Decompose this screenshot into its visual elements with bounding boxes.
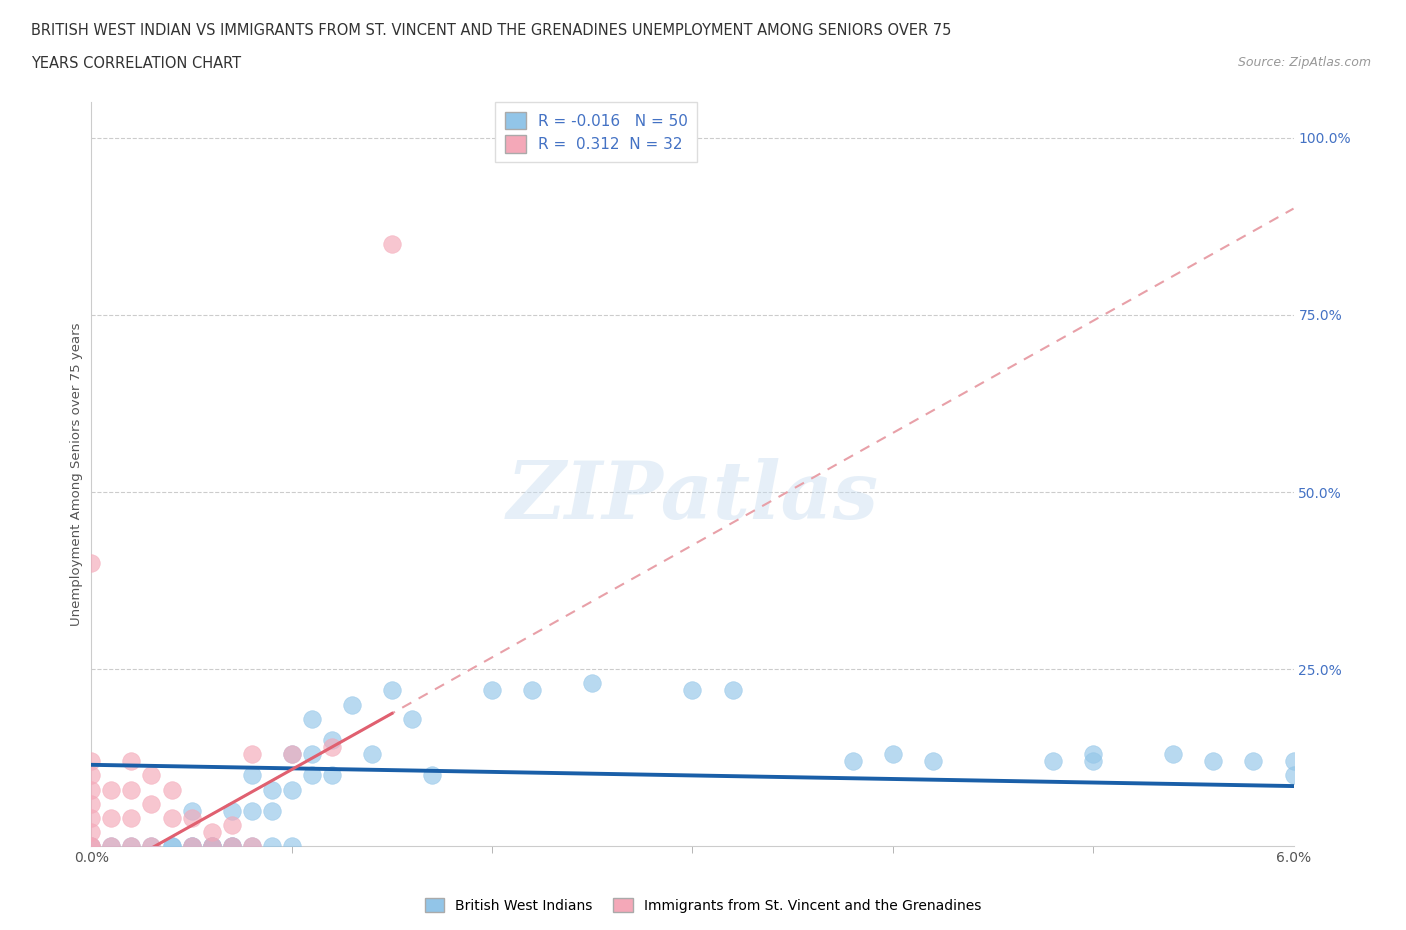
Point <box>180 811 202 826</box>
Point <box>401 711 423 726</box>
Point <box>360 747 382 762</box>
Point <box>201 825 224 840</box>
Point <box>80 555 103 570</box>
Point <box>1083 754 1105 769</box>
Point <box>240 804 263 818</box>
Point <box>201 839 224 854</box>
Point <box>160 782 183 797</box>
Point <box>80 796 103 811</box>
Point <box>221 839 243 854</box>
Point <box>121 811 143 826</box>
Point <box>1202 754 1225 769</box>
Point <box>100 811 122 826</box>
Point <box>301 747 323 762</box>
Point <box>240 839 263 854</box>
Point <box>180 839 202 854</box>
Point <box>721 683 744 698</box>
Point <box>281 782 304 797</box>
Point <box>260 782 283 797</box>
Point <box>581 676 603 691</box>
Point <box>201 839 224 854</box>
Point <box>301 768 323 783</box>
Point <box>240 768 263 783</box>
Point <box>922 754 945 769</box>
Point <box>121 782 143 797</box>
Point <box>121 839 143 854</box>
Point <box>121 839 143 854</box>
Y-axis label: Unemployment Among Seniors over 75 years: Unemployment Among Seniors over 75 years <box>70 323 83 626</box>
Point <box>420 768 443 783</box>
Point <box>321 733 343 748</box>
Point <box>80 754 103 769</box>
Point <box>180 839 202 854</box>
Point <box>221 839 243 854</box>
Point <box>381 236 404 251</box>
Point <box>221 804 243 818</box>
Point <box>1243 754 1265 769</box>
Point <box>841 754 863 769</box>
Point <box>201 839 224 854</box>
Text: YEARS CORRELATION CHART: YEARS CORRELATION CHART <box>31 56 240 71</box>
Point <box>80 811 103 826</box>
Text: ZIPatlas: ZIPatlas <box>506 458 879 536</box>
Point <box>80 782 103 797</box>
Point <box>321 768 343 783</box>
Text: BRITISH WEST INDIAN VS IMMIGRANTS FROM ST. VINCENT AND THE GRENADINES UNEMPLOYME: BRITISH WEST INDIAN VS IMMIGRANTS FROM S… <box>31 23 952 38</box>
Point <box>80 839 103 854</box>
Point <box>100 839 122 854</box>
Point <box>240 839 263 854</box>
Point <box>141 796 163 811</box>
Legend: R = -0.016   N = 50, R =  0.312  N = 32: R = -0.016 N = 50, R = 0.312 N = 32 <box>495 102 697 162</box>
Point <box>100 782 122 797</box>
Legend: British West Indians, Immigrants from St. Vincent and the Grenadines: British West Indians, Immigrants from St… <box>419 893 987 919</box>
Point <box>141 768 163 783</box>
Point <box>141 839 163 854</box>
Point <box>221 839 243 854</box>
Point <box>80 839 103 854</box>
Point <box>381 683 404 698</box>
Point <box>1083 747 1105 762</box>
Point <box>201 839 224 854</box>
Point <box>681 683 703 698</box>
Point <box>1282 754 1305 769</box>
Point <box>160 839 183 854</box>
Point <box>141 839 163 854</box>
Point <box>882 747 904 762</box>
Point <box>1282 768 1305 783</box>
Point <box>80 839 103 854</box>
Point <box>221 817 243 832</box>
Point <box>80 825 103 840</box>
Point <box>160 811 183 826</box>
Point <box>260 839 283 854</box>
Point <box>160 839 183 854</box>
Point <box>340 698 363 712</box>
Point <box>281 747 304 762</box>
Point <box>1042 754 1064 769</box>
Point <box>80 768 103 783</box>
Text: Source: ZipAtlas.com: Source: ZipAtlas.com <box>1237 56 1371 69</box>
Point <box>520 683 543 698</box>
Point <box>281 747 304 762</box>
Point <box>180 839 202 854</box>
Point <box>321 739 343 754</box>
Point <box>301 711 323 726</box>
Point <box>100 839 122 854</box>
Point <box>1161 747 1184 762</box>
Point <box>180 804 202 818</box>
Point <box>240 747 263 762</box>
Point <box>121 754 143 769</box>
Point <box>281 839 304 854</box>
Point <box>260 804 283 818</box>
Point <box>481 683 503 698</box>
